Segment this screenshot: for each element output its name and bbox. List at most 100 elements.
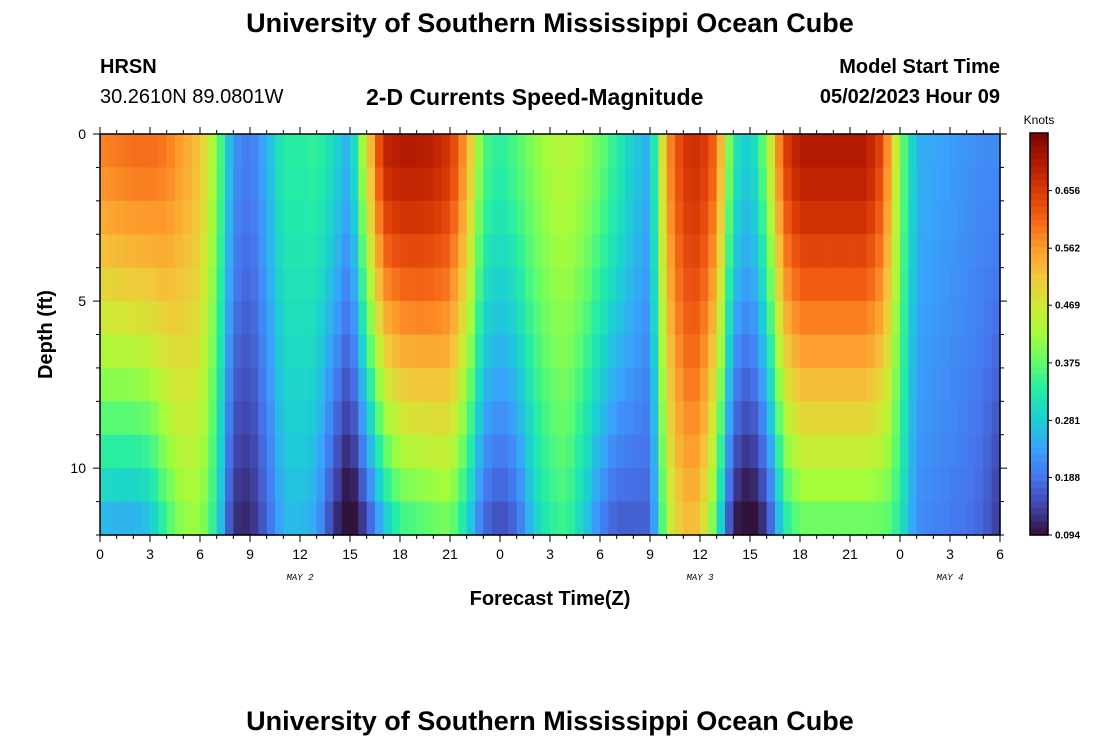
heatmap-cell [100, 401, 109, 436]
heatmap-cell [725, 334, 734, 369]
heatmap-cell [350, 134, 359, 169]
heatmap-cell [225, 401, 234, 436]
heatmap-cell [583, 334, 593, 369]
heatmap-cell [358, 501, 368, 536]
heatmap-cell [200, 468, 209, 503]
heatmap-cell [375, 334, 384, 369]
heatmap-cell [650, 501, 659, 536]
heatmap-cell [291, 267, 301, 302]
heatmap-cell [275, 234, 284, 269]
heatmap-cell [708, 267, 718, 302]
heatmap-cell [375, 367, 384, 402]
y-axis: 0 5 10 [70, 126, 1007, 536]
heatmap-cell [441, 501, 451, 536]
heatmap-cell [225, 267, 234, 302]
heatmap-cell [625, 468, 634, 503]
heatmap-cell [241, 434, 251, 469]
heatmap-cell [291, 434, 301, 469]
heatmap-cell [483, 134, 493, 169]
heatmap-cell [216, 134, 226, 169]
heatmap-cell [858, 468, 868, 503]
heatmap-cell [191, 234, 201, 269]
heatmap-cell [625, 501, 634, 536]
heatmap-cell [441, 301, 451, 336]
heatmap-cell [633, 301, 643, 336]
heatmap-cell [825, 200, 834, 235]
heatmap-cell [108, 167, 118, 202]
heatmap-cell [150, 334, 159, 369]
heatmap-cell [533, 200, 543, 235]
heatmap-cell [950, 267, 959, 302]
heatmap-cell [975, 301, 984, 336]
heatmap-cell [683, 134, 693, 169]
heatmap-cell [900, 434, 909, 469]
heatmap-cell [758, 200, 768, 235]
heatmap-cell [408, 367, 418, 402]
heatmap-cell [475, 367, 484, 402]
heatmap-cell [158, 200, 168, 235]
heatmap-cell [383, 367, 393, 402]
heatmap-cell [891, 401, 901, 436]
heatmap-cell [650, 267, 659, 302]
heatmap-cell [516, 468, 526, 503]
heatmap-cell [241, 401, 251, 436]
heatmap-cell [258, 501, 268, 536]
heatmap-cell [708, 334, 718, 369]
heatmap-cell [708, 167, 718, 202]
heatmap-cell [566, 401, 576, 436]
heatmap-cell [925, 367, 934, 402]
heatmap-cell [225, 468, 234, 503]
heatmap-cell [683, 267, 693, 302]
colorbar-step [1030, 468, 1048, 476]
heatmap-cell [783, 134, 793, 169]
heatmap-cell [758, 301, 768, 336]
heatmap-cell [816, 301, 826, 336]
heatmap-cell [525, 200, 534, 235]
heatmap-cell [741, 301, 751, 336]
x-tick-label: 0 [496, 546, 504, 562]
colorbar-step [1030, 146, 1048, 154]
heatmap-cell [650, 367, 659, 402]
heatmap-cell [475, 134, 484, 169]
heatmap-cell [450, 200, 459, 235]
heatmap-cell [150, 167, 159, 202]
heatmap-cell [933, 200, 943, 235]
heatmap-cell [750, 167, 759, 202]
heatmap-cell [400, 134, 409, 169]
heatmap-cell [566, 134, 576, 169]
heatmap-cell [966, 501, 976, 536]
heatmap-cell [591, 167, 601, 202]
heatmap-cell [266, 267, 276, 302]
heatmap-cell [425, 367, 434, 402]
heatmap-cell [941, 334, 951, 369]
heatmap-cell [883, 468, 893, 503]
heatmap-cell [341, 301, 351, 336]
heatmap-cell [391, 401, 401, 436]
heatmap-cell [558, 301, 568, 336]
heatmap-cell [150, 434, 159, 469]
heatmap-cell [791, 468, 801, 503]
heatmap-cell [641, 134, 651, 169]
heatmap-cell [258, 468, 268, 503]
heatmap-cell [958, 134, 968, 169]
heatmap-cell [333, 200, 343, 235]
heatmap-cell [416, 334, 426, 369]
heatmap-cell [283, 468, 293, 503]
heatmap-cell [700, 501, 709, 536]
heatmap-cell [591, 200, 601, 235]
heatmap-cell [175, 334, 184, 369]
heatmap-cell [341, 367, 351, 402]
heatmap-cell [325, 234, 334, 269]
heatmap-cell [541, 334, 551, 369]
heatmap-cell [800, 200, 809, 235]
heatmap-cell [241, 234, 251, 269]
heatmap-cell [208, 234, 218, 269]
heatmap-cell [283, 267, 293, 302]
x-tick-label: 0 [896, 546, 904, 562]
heatmap-cell [225, 334, 234, 369]
heatmap-cell [458, 167, 468, 202]
heatmap-cell [858, 401, 868, 436]
heatmap-cell [350, 434, 359, 469]
heatmap-cell [108, 367, 118, 402]
heatmap-cell [266, 200, 276, 235]
